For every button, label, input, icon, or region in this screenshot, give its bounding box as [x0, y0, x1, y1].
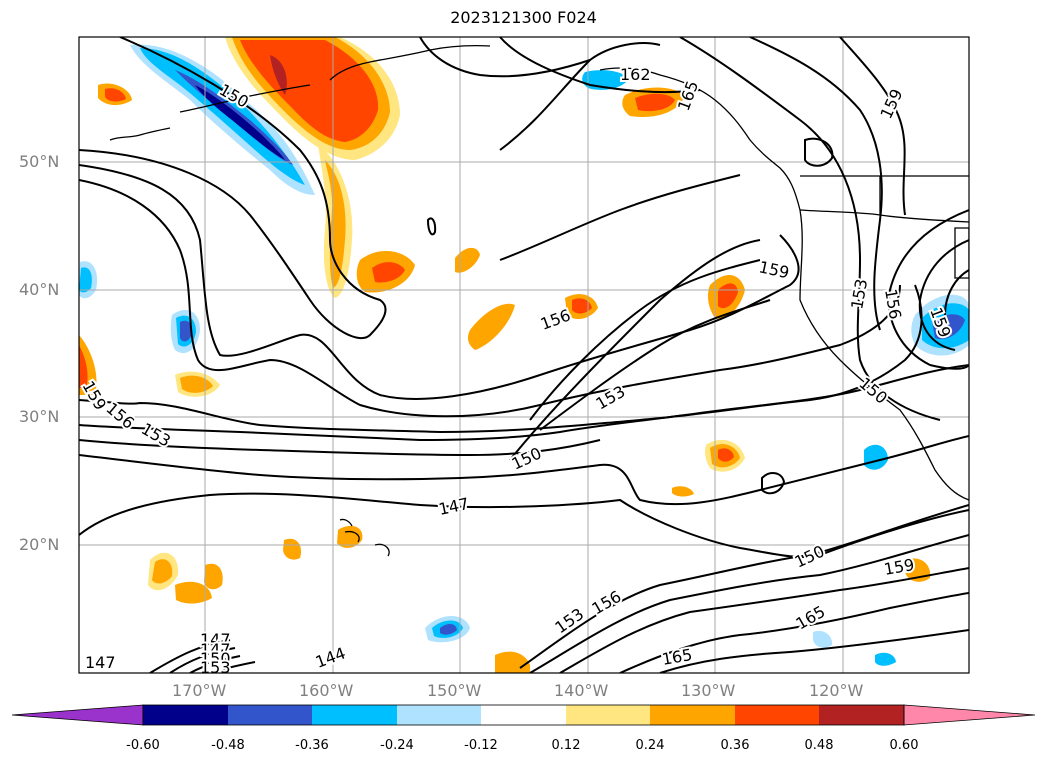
colorbar-segment [143, 705, 228, 725]
colorbar-tick-label: 0.36 [720, 738, 750, 753]
lat-label: 50°N [19, 152, 60, 171]
colorbar-segment [735, 705, 819, 725]
colorbar-tick-label: -0.60 [126, 738, 160, 753]
colorbar-tick-label: -0.24 [380, 738, 414, 753]
contour-label: 147 [85, 653, 116, 672]
colorbar-tick-label: -0.48 [211, 738, 245, 753]
contour-label: 159 [757, 257, 791, 282]
contour-label: 150 [200, 649, 231, 668]
colorbar-extend-high [903, 704, 1036, 726]
height-contours [79, 37, 969, 673]
map-frame [78, 36, 970, 674]
lon-label: 150°W [427, 681, 482, 700]
colorbar-tick-label: 0.48 [804, 738, 834, 753]
colorbar-tick-label: 0.60 [889, 738, 919, 753]
colorbar-extend-low [11, 704, 144, 726]
colorbar-tick-label: -0.36 [295, 738, 329, 753]
lon-label: 170°W [172, 681, 227, 700]
colorbar-tick-label: 0.24 [635, 738, 665, 753]
colorbar-tick-label: -0.12 [464, 738, 498, 753]
coastlines [109, 44, 969, 557]
contour-label: 153 [200, 658, 231, 677]
colorbar-segment [397, 705, 481, 725]
contour-label: 147 [200, 640, 231, 659]
map-title: 2023121300 F024 [450, 8, 597, 27]
colorbar-tick-label: 0.12 [551, 738, 581, 753]
colorbar-segment [650, 705, 735, 725]
lon-label: 140°W [554, 681, 609, 700]
colorbar-segment [481, 705, 566, 725]
shaded-areas [79, 37, 969, 673]
colorbar [11, 704, 1036, 726]
lat-label: 30°N [19, 407, 60, 426]
lat-label: 40°N [19, 280, 60, 299]
lon-label: 160°W [299, 681, 354, 700]
lat-label: 20°N [19, 535, 60, 554]
colorbar-segment [566, 705, 650, 725]
contour-label: 147 [200, 630, 231, 649]
colorbar-segment [312, 705, 397, 725]
lon-label: 120°W [809, 681, 864, 700]
lon-label: 130°W [681, 681, 736, 700]
colorbar-segment [228, 705, 312, 725]
contour-label: 162 [620, 65, 651, 84]
colorbar-segment [819, 705, 904, 725]
